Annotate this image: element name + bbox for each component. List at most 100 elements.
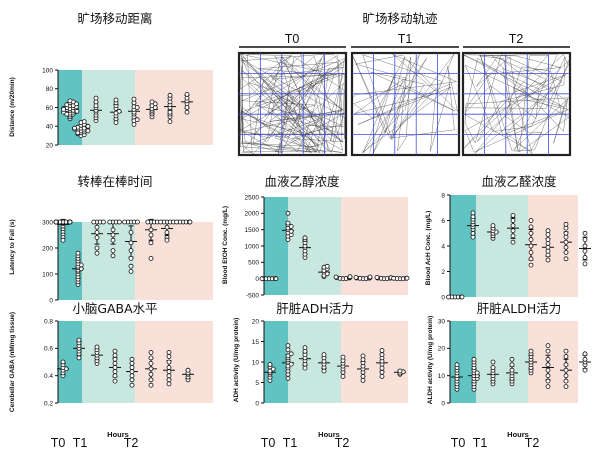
y-tick-label: -500 (246, 292, 259, 299)
data-point (148, 360, 154, 366)
data-point (129, 373, 135, 379)
data-point (470, 230, 476, 236)
phase-bands (450, 195, 578, 297)
data-point (545, 367, 551, 373)
data-point (185, 367, 191, 373)
data-point (353, 274, 359, 280)
data-point (184, 109, 190, 115)
data-point (110, 232, 116, 238)
data-point (563, 234, 569, 240)
group-t0 (53, 218, 73, 243)
y-tick-label: 2000 (245, 211, 260, 218)
data-point (128, 263, 134, 269)
y-tick-label: 30 (438, 318, 446, 325)
phase-bands (264, 321, 408, 403)
data-point (158, 219, 164, 225)
group-t2 (357, 353, 369, 383)
group-t1 (109, 348, 121, 384)
chart-rotarod: 转棒在棒时间 Latency to Fall (s) 0 100 200 300 (9, 174, 213, 304)
y-axis-label: Cerebellar GABA (nM/mg tissue) (9, 312, 16, 412)
data-point (379, 348, 385, 353)
band-t2 (135, 222, 213, 300)
open-field-block: 旷场移动轨迹 T0 T1 T2 (237, 11, 572, 157)
data-point (545, 248, 551, 254)
y-tick-label: 100 (42, 67, 53, 74)
data-point (134, 105, 140, 110)
group-t1 (299, 235, 311, 260)
data-point (267, 362, 273, 367)
data-point (510, 239, 516, 245)
data-point (145, 219, 151, 225)
group-t1 (91, 219, 106, 256)
chart-liver-adh: 肝脏ADH活力 ADH activity (U/mg protein) 0 5 10… (233, 301, 408, 407)
band-t2 (528, 195, 578, 297)
data-point (129, 356, 135, 362)
data-point (76, 337, 82, 343)
data-point (166, 373, 172, 379)
data-point (379, 369, 385, 375)
data-point (563, 362, 569, 368)
mouse-track (351, 53, 458, 155)
data-point (61, 107, 66, 112)
group-t1 (487, 223, 499, 241)
group-t1 (487, 359, 499, 387)
group-t2 (163, 349, 175, 387)
y-tick-label: 0 (49, 297, 53, 304)
data-point (509, 362, 515, 368)
data-point (131, 96, 137, 102)
data-point (53, 219, 59, 225)
data-point (67, 98, 73, 104)
data-point (321, 352, 327, 358)
data-point (563, 348, 569, 354)
data-point (528, 237, 534, 243)
y-tick-label: 0.8 (44, 318, 53, 325)
data-point (270, 366, 276, 372)
y-tick-label: 100 (42, 271, 53, 278)
data-point (470, 234, 476, 240)
panel-label-t2: T2 (509, 32, 524, 46)
data-point (510, 228, 516, 234)
y-tick-label: 1000 (245, 243, 260, 250)
data-point (107, 219, 113, 225)
band-t2 (135, 70, 213, 145)
group-t1 (122, 219, 140, 274)
group-t0 (451, 362, 463, 392)
group-t0 (446, 294, 465, 300)
band-t1 (476, 195, 528, 297)
data-point (110, 237, 116, 243)
arena-wall (461, 51, 572, 157)
chart-title: 血液乙醇浓度 (264, 174, 340, 189)
chart-title: 血液乙醛浓度 (481, 174, 557, 189)
y-tick-label: 6 (441, 218, 445, 225)
data-point (166, 365, 172, 370)
data-point (347, 274, 353, 280)
data-point (128, 255, 134, 261)
data-point (563, 249, 569, 255)
data-point (60, 359, 66, 365)
group-t1 (507, 212, 519, 245)
data-point (166, 369, 172, 375)
band-t1 (82, 321, 135, 403)
data-point (379, 373, 385, 379)
y-tick-label: 20 (252, 318, 260, 325)
data-point (545, 378, 551, 384)
data-point (166, 354, 172, 359)
chart-cerebellar-gaba: 小脑GABA水平 Cerebellar GABA (nM/mg tissue) … (9, 301, 213, 412)
data-point (122, 219, 127, 225)
data-point (148, 349, 154, 355)
data-point (470, 210, 476, 216)
data-point (471, 356, 477, 362)
group-t2 (542, 343, 554, 390)
group-t0 (259, 276, 279, 282)
bottom-label-t2: T2 (335, 436, 350, 450)
data-point (374, 274, 380, 280)
chart-liver-aldh: 肝脏ALDH活力 ALDH activity (U/mg protein) 0 1… (427, 301, 591, 407)
panel-label-t1: T1 (398, 32, 413, 46)
data-point (545, 257, 551, 263)
band-t2 (341, 321, 408, 403)
data-point (128, 248, 134, 254)
group-t2 (560, 348, 572, 390)
x-axis-label-hours: Hours (507, 430, 529, 439)
data-point (129, 382, 135, 388)
